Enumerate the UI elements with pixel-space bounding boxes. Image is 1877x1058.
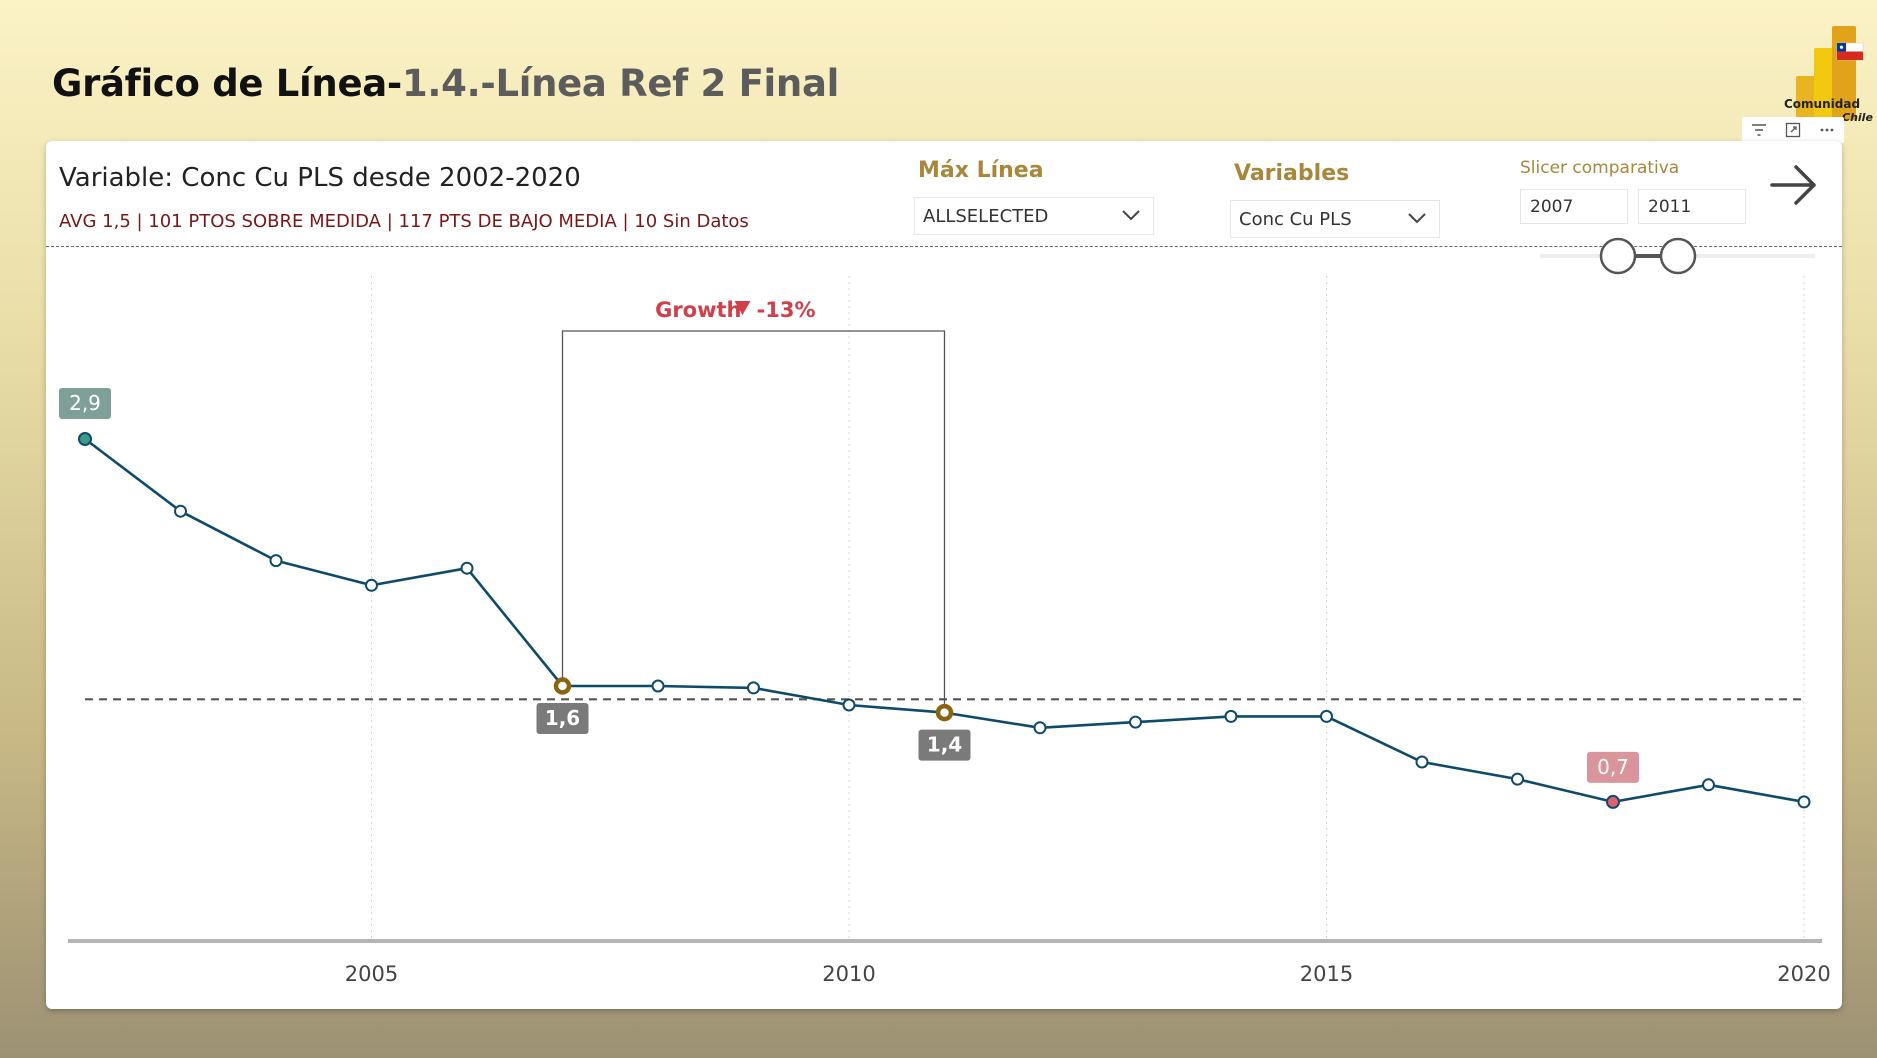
data-point-2020 — [1797, 795, 1811, 809]
highlight-point-2011 — [935, 703, 954, 722]
data-point-2005 — [365, 578, 378, 592]
series-points-layer — [78, 432, 1811, 809]
focus-mode-icon[interactable] — [1776, 117, 1810, 143]
data-label-2018: 0,7 — [1597, 755, 1629, 779]
data-point-2019 — [1702, 778, 1715, 792]
logo-caption: Comunidad — [1784, 97, 1861, 111]
variables-value: Conc Cu PLS — [1239, 208, 1352, 230]
x-axis: 2005 2010 2015 2020 — [68, 939, 1831, 986]
data-label-bg-2011 — [918, 729, 971, 761]
x-tick-label-2005: 2005 — [345, 962, 398, 986]
logo-caption-country: Chile — [1842, 111, 1873, 124]
visual-header-icons — [1742, 117, 1844, 143]
data-label-2007: 1,6 — [545, 706, 580, 730]
min-point — [1606, 794, 1620, 809]
data-label-2011: 1,4 — [927, 733, 962, 757]
chevron-down-icon — [1408, 213, 1426, 224]
chevron-down-icon — [1122, 210, 1140, 221]
slider-handle-start[interactable] — [1599, 237, 1637, 275]
vertical-gridlines — [371, 276, 1805, 941]
data-label-bg-2018 — [1587, 751, 1639, 783]
data-label-2002: 2,9 — [69, 391, 101, 415]
data-point-2012 — [1033, 721, 1047, 735]
data-point-2013 — [1129, 715, 1142, 729]
arrow-right-icon[interactable] — [1768, 159, 1820, 211]
data-label-bg-2002 — [59, 388, 111, 419]
page-title-main: Gráfico de Línea- — [52, 62, 402, 105]
slider-selected-range — [1618, 254, 1678, 258]
visual-subtitle: AVG 1,5 | 101 PTOS SOBRE MEDIDA | 117 PT… — [59, 211, 749, 232]
x-tick-label-2015: 2015 — [1300, 962, 1353, 986]
more-options-icon[interactable] — [1810, 117, 1844, 143]
data-point-2014 — [1224, 709, 1238, 723]
data-point-2008 — [651, 679, 665, 693]
header-divider — [46, 246, 1842, 247]
comparativa-to-input[interactable]: 2011 — [1638, 189, 1746, 224]
data-point-2010 — [842, 698, 856, 712]
line-chart: Growth -13% 2,9 1,6 1,4 0,7 2005 2010 2015 2020 — [59, 237, 1831, 986]
range-slider[interactable] — [1540, 237, 1815, 275]
max-line-dropdown[interactable]: ALLSELECTED — [914, 197, 1154, 235]
growth-down-arrow-icon — [734, 301, 751, 315]
data-point-2009 — [747, 681, 760, 695]
growth-value: -13% — [757, 298, 816, 322]
line-chart-card: Variable: Conc Cu PLS desde 2002-2020 AV… — [46, 141, 1842, 1009]
comparison-range-box: Growth -13% — [561, 298, 946, 713]
comparativa-from-input[interactable]: 2007 — [1520, 189, 1628, 224]
slider-handle-end[interactable] — [1659, 237, 1697, 275]
growth-label: Growth — [655, 298, 741, 322]
data-label-bg-2007 — [536, 703, 589, 734]
data-point-2003 — [174, 504, 187, 518]
page-title-suffix: 1.4.-Línea Ref 2 Final — [401, 62, 840, 105]
highlight-point-2007 — [553, 677, 572, 695]
variables-label: Variables — [1234, 161, 1350, 186]
variables-dropdown[interactable]: Conc Cu PLS — [1230, 200, 1440, 238]
page-title: Gráfico de Línea-1.4.-Línea Ref 2 Final — [52, 62, 839, 105]
filter-icon[interactable] — [1742, 117, 1776, 143]
data-point-2006 — [460, 561, 474, 575]
max-point — [78, 432, 92, 446]
data-labels-layer: 2,9 1,6 1,4 0,7 — [59, 388, 1639, 783]
data-point-2015 — [1320, 709, 1333, 723]
x-tick-label-2020: 2020 — [1777, 962, 1830, 986]
max-line-value: ALLSELECTED — [923, 205, 1049, 227]
powerbi-logo-icon — [1796, 26, 1864, 120]
comparativa-label: Slicer comparativa — [1520, 158, 1680, 178]
comparison-bracket — [561, 330, 946, 713]
visual-title: Variable: Conc Cu PLS desde 2002-2020 — [59, 163, 581, 193]
data-point-2004 — [269, 554, 283, 568]
data-point-2016 — [1415, 755, 1429, 769]
max-line-label: Máx Línea — [918, 158, 1044, 183]
data-point-2017 — [1511, 772, 1524, 786]
x-tick-label-2010: 2010 — [822, 962, 875, 986]
